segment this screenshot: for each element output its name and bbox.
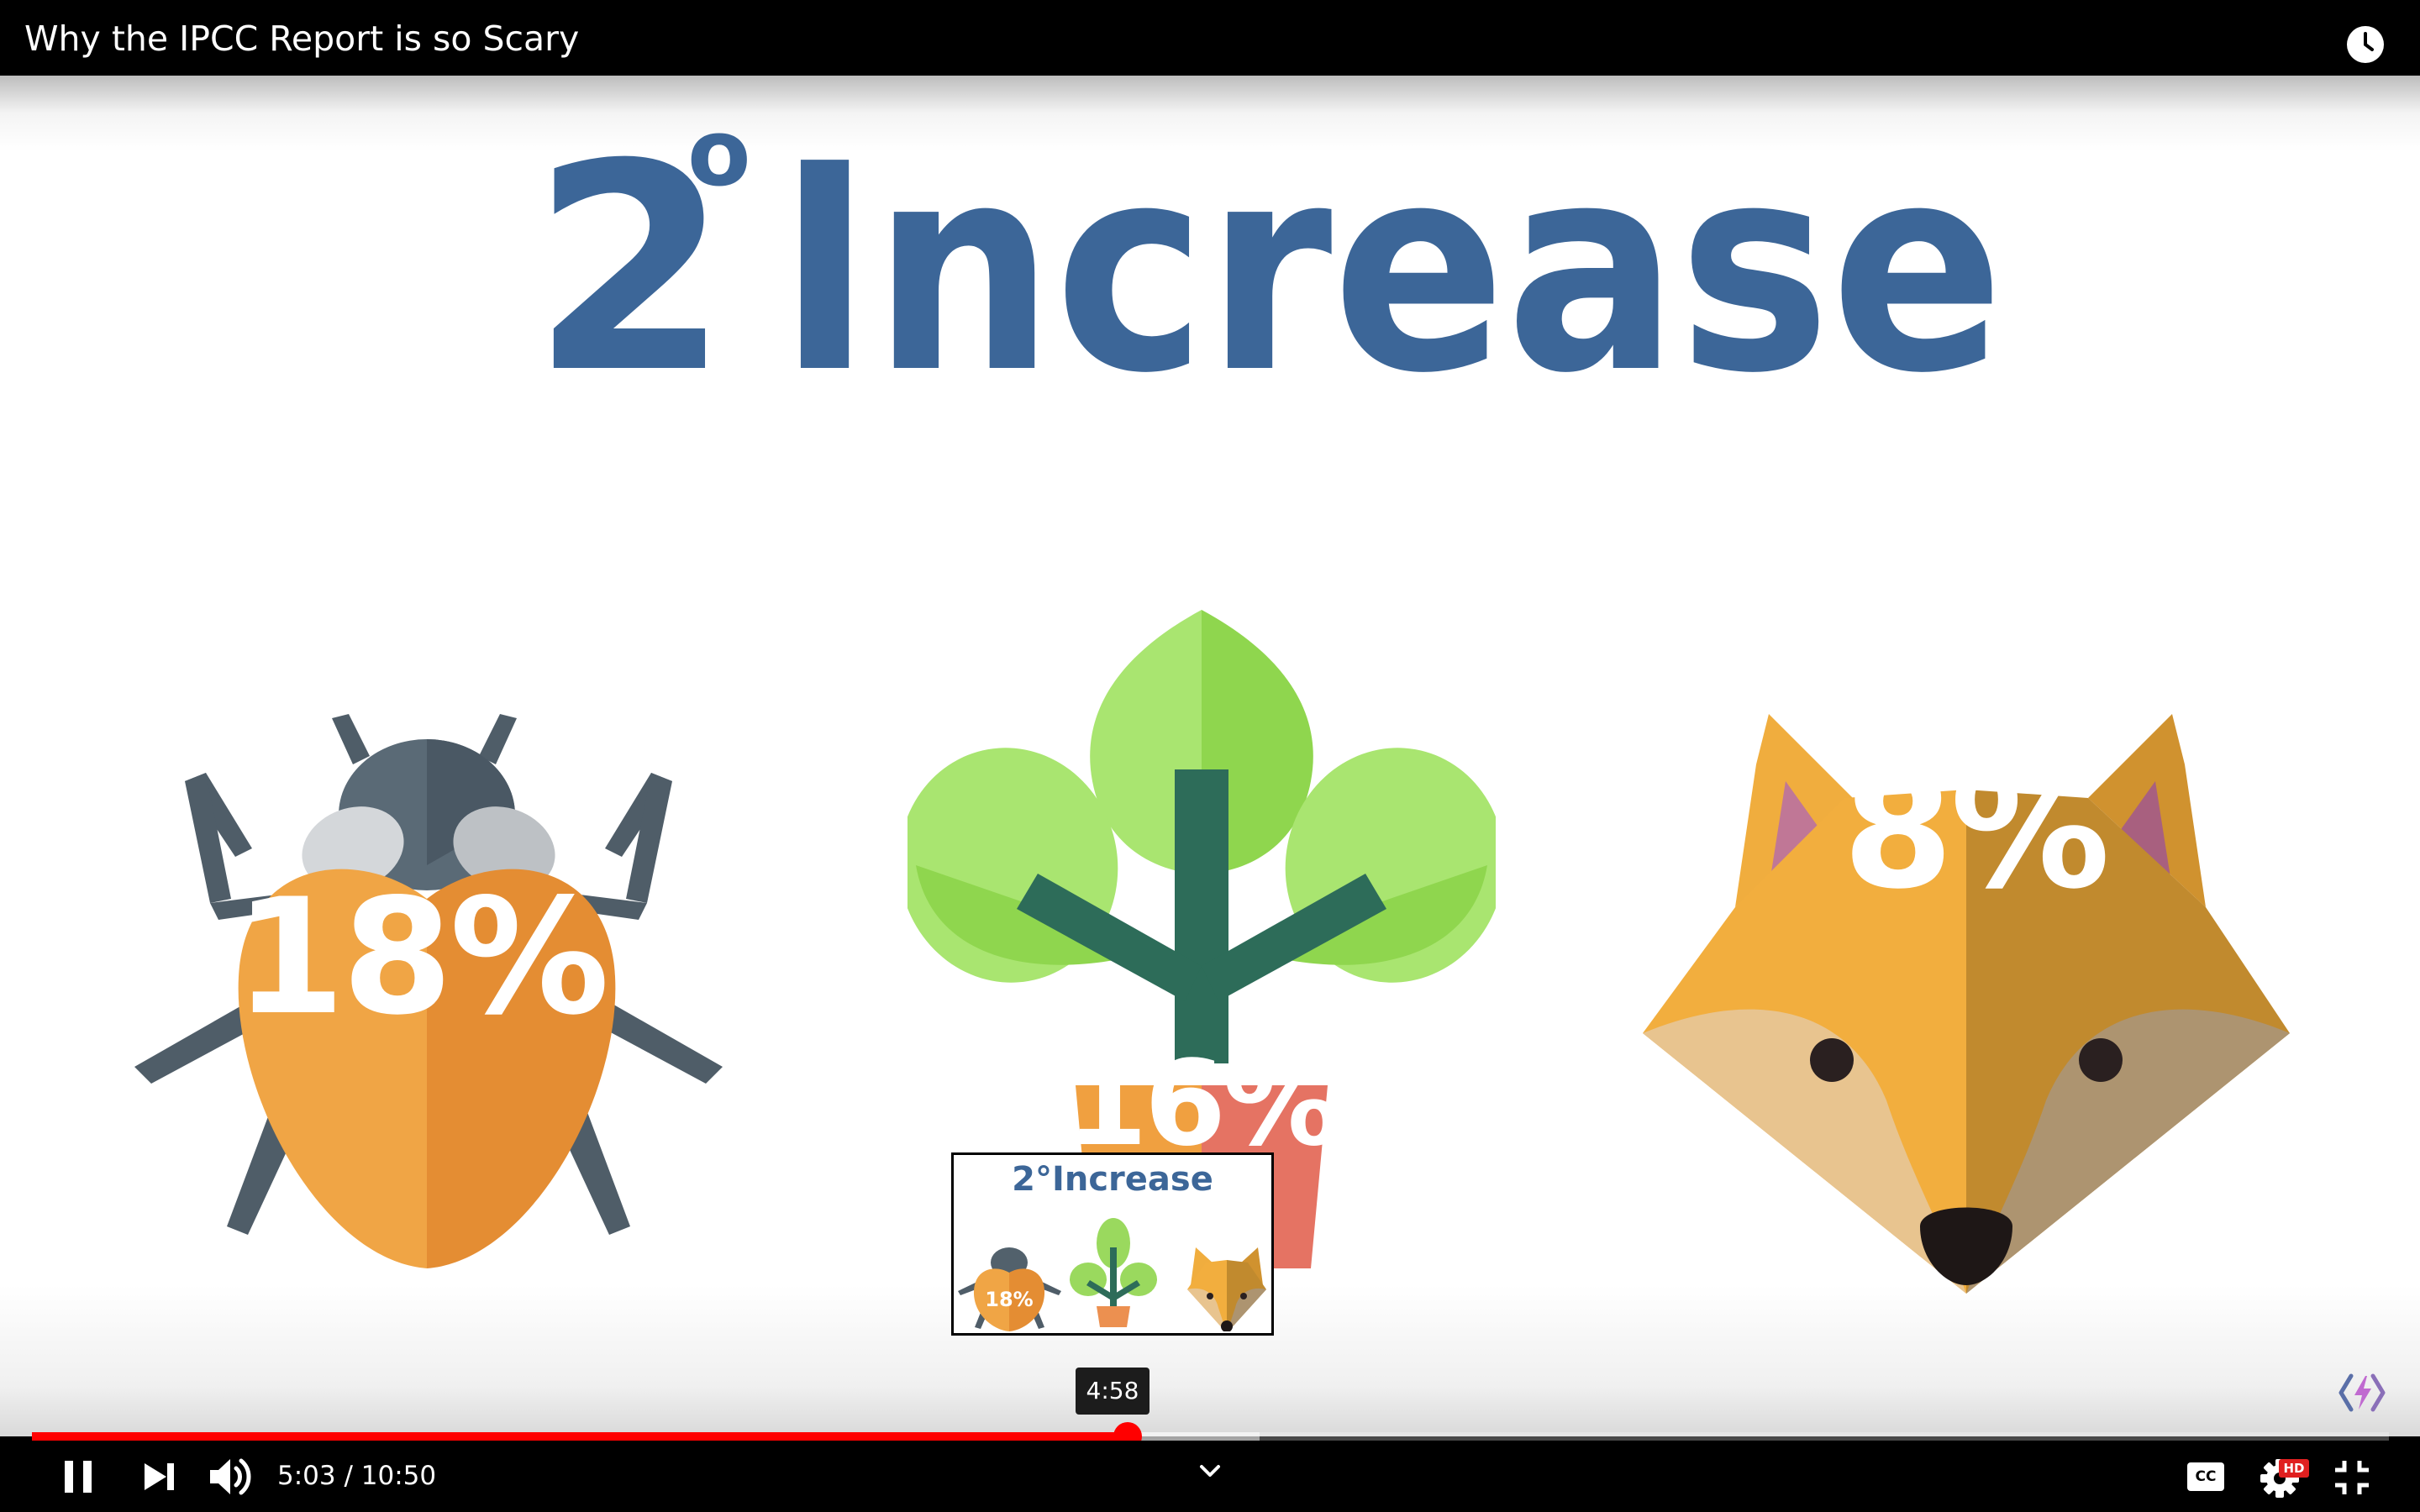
scrub-preview-thumbnail: 2°Increase 18% bbox=[951, 1152, 1274, 1336]
progress-played bbox=[32, 1432, 1128, 1441]
hd-badge: HD bbox=[2279, 1459, 2309, 1478]
video-frame[interactable]: 2 o Increase 18% bbox=[0, 76, 2420, 1436]
clock-icon[interactable] bbox=[2345, 24, 2386, 65]
subtitles-icon[interactable]: CC bbox=[2187, 1462, 2224, 1491]
preview-plant-icon bbox=[1070, 1218, 1157, 1327]
heading-number: 2 bbox=[531, 103, 730, 412]
heading-word: Increase bbox=[777, 103, 2004, 412]
heading-degree: o bbox=[687, 99, 751, 207]
plant-percent: 16% bbox=[1065, 1036, 1340, 1173]
video-title[interactable]: Why the IPCC Report is so Scary bbox=[24, 18, 580, 59]
exit-fullscreen-icon[interactable] bbox=[2333, 1458, 2371, 1497]
scrub-preview-time: 4:58 bbox=[1076, 1368, 1150, 1415]
time-display: 5:03 / 10:50 bbox=[277, 1461, 437, 1491]
fox-percent: 8% bbox=[1842, 738, 2111, 924]
next-icon[interactable] bbox=[143, 1462, 176, 1492]
progress-bar[interactable] bbox=[32, 1422, 2389, 1451]
slide-heading: 2 o Increase bbox=[531, 99, 2004, 412]
volume-icon[interactable] bbox=[208, 1456, 254, 1498]
chevron-down-icon[interactable] bbox=[1198, 1463, 1222, 1480]
beetle-percent: 18% bbox=[234, 864, 610, 1050]
plant-icon bbox=[908, 610, 1496, 1268]
extension-icon[interactable] bbox=[2338, 1371, 2386, 1415]
preview-beetle-percent: 18% bbox=[985, 1288, 1033, 1311]
preview-illustrations: 18% bbox=[958, 1218, 1266, 1331]
fox-icon bbox=[1643, 714, 2290, 1294]
top-bar: Why the IPCC Report is so Scary bbox=[0, 0, 2420, 76]
preview-heading: 2°Increase bbox=[1012, 1160, 1213, 1199]
preview-fox-icon bbox=[1187, 1247, 1266, 1331]
beetle-icon bbox=[134, 714, 723, 1268]
pause-icon[interactable] bbox=[60, 1458, 97, 1495]
preview-beetle-icon: 18% bbox=[958, 1247, 1061, 1331]
subtitles-label: CC bbox=[2195, 1468, 2217, 1485]
